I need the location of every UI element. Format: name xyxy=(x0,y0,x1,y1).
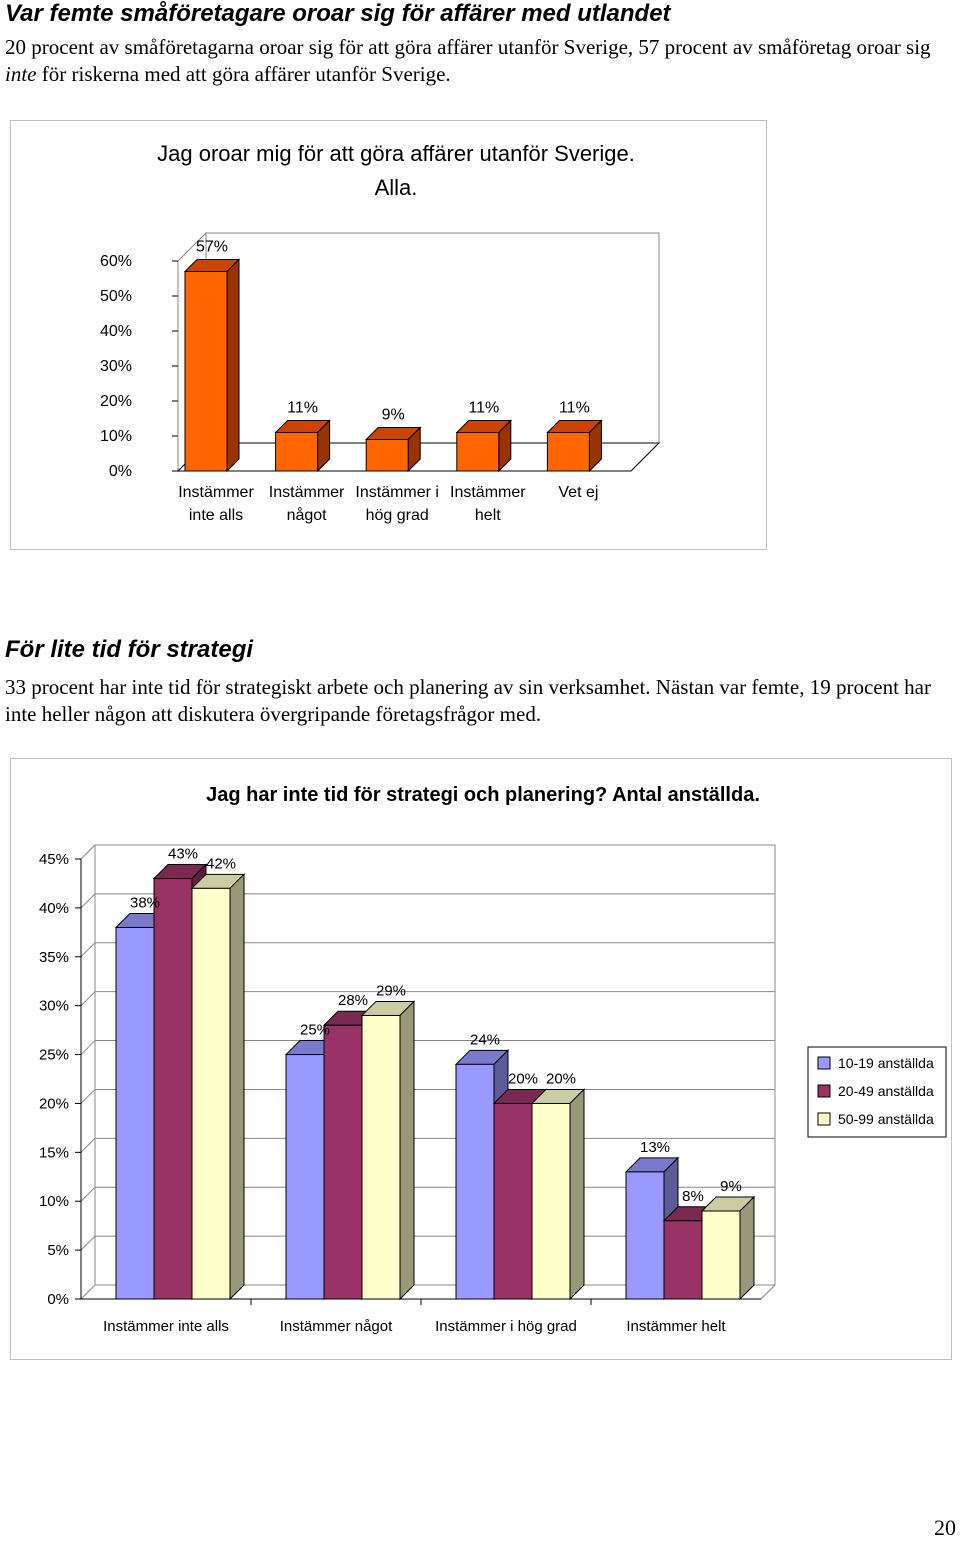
chart1-value-label: 11% xyxy=(559,400,590,417)
chart2-ytick-label: 0% xyxy=(47,1291,69,1308)
chart2-ytick-label: 15% xyxy=(39,1144,69,1161)
chart2-ytick-label: 5% xyxy=(47,1242,69,1259)
chart2-value-label: 42% xyxy=(206,855,236,872)
chart1-category-label: Vet ej xyxy=(558,484,598,501)
chart2-bar xyxy=(700,1195,756,1301)
chart1-value-label: 9% xyxy=(382,407,405,424)
section1-paragraph: 20 procent av småföretagarna oroar sig f… xyxy=(5,34,955,88)
chart1-category-label: Instämmer xyxy=(269,484,345,501)
chart2-ytick-label: 10% xyxy=(39,1193,69,1210)
chart1-bar xyxy=(183,258,241,473)
chart2-value-label: 24% xyxy=(470,1031,500,1048)
chart2: Jag har inte tid för strategi och planer… xyxy=(39,784,947,1335)
section2-heading: För lite tid för strategi xyxy=(5,636,254,663)
chart1-title-line1: Jag oroar mig för att göra affärer utanf… xyxy=(157,141,635,166)
chart2-value-label: 28% xyxy=(338,992,368,1009)
chart2-legend-box xyxy=(807,1046,947,1138)
chart1-value-label: 57% xyxy=(196,239,228,256)
page-number: 20 xyxy=(934,1515,956,1540)
chart2-legend-swatch xyxy=(817,1056,831,1070)
chart1-category-label: något xyxy=(287,506,328,524)
chart1-value-label: 11% xyxy=(287,400,318,417)
chart1-title-line2: Alla. xyxy=(375,175,418,200)
chart2-legend-label: 20-49 anställda xyxy=(838,1083,934,1099)
chart2-legend-swatch xyxy=(817,1112,831,1126)
chart2-value-label: 43% xyxy=(168,846,198,863)
chart2-legend-swatch xyxy=(817,1084,831,1098)
chart2-value-label: 38% xyxy=(130,894,160,911)
chart2-value-label: 20% xyxy=(508,1070,538,1087)
chart1-ytick-label: 60% xyxy=(100,253,132,270)
chart1-value-label: 11% xyxy=(468,400,499,417)
chart1-bar xyxy=(364,426,422,473)
chart2-category-label: Instämmer något xyxy=(280,1318,393,1335)
chart2-value-label: 20% xyxy=(546,1070,576,1087)
chart2-ytick-label: 30% xyxy=(39,998,69,1015)
chart1-frame: Jag oroar mig för att göra affärer utanf… xyxy=(10,120,767,550)
chart2-ytick-label: 45% xyxy=(39,851,69,868)
chart1-category-label: helt xyxy=(475,507,501,524)
chart2-bar xyxy=(190,873,246,1301)
chart1-ytick-label: 30% xyxy=(100,358,132,375)
chart1-ytick-label: 0% xyxy=(109,463,132,480)
chart2-ytick-label: 25% xyxy=(39,1047,69,1064)
chart1-category-label: Instämmer xyxy=(178,484,254,501)
chart2-ytick-label: 35% xyxy=(39,949,69,966)
chart2-category-label: Instämmer inte alls xyxy=(103,1318,229,1335)
chart2-value-label: 29% xyxy=(376,982,406,999)
chart1-category-label: Instämmer xyxy=(450,484,526,501)
chart2-value-label: 25% xyxy=(300,1022,330,1039)
chart1-ytick-label: 10% xyxy=(100,428,132,445)
chart2-frame: Jag har inte tid för strategi och planer… xyxy=(10,758,952,1360)
chart2-bar xyxy=(360,1000,416,1301)
chart2-title: Jag har inte tid för strategi och planer… xyxy=(206,784,760,806)
chart2-value-label: 13% xyxy=(640,1139,670,1156)
section1-paragraph-part2: för riskerna med att göra affärer utanfö… xyxy=(36,62,451,86)
chart2-legend-label: 50-99 anställda xyxy=(838,1111,934,1127)
chart2-legend-label: 10-19 anställda xyxy=(838,1055,934,1071)
section1-paragraph-emphasis: inte xyxy=(5,62,37,86)
chart1-bar xyxy=(274,419,331,473)
chart2-value-label: 9% xyxy=(720,1178,742,1195)
chart2-category-label: Instämmer i hög grad xyxy=(435,1318,577,1335)
section2-paragraph: 33 procent har inte tid för strategiskt … xyxy=(5,675,931,726)
chart1-category-label: inte alls xyxy=(189,507,243,524)
chart1-bar xyxy=(455,419,513,473)
chart1: Jag oroar mig för att göra affärer utanf… xyxy=(100,141,661,524)
chart1-category-label: hög grad xyxy=(366,507,429,524)
chart1-ytick-label: 50% xyxy=(100,288,132,305)
chart2-bar xyxy=(530,1088,586,1301)
chart1-category-label: Instämmer i xyxy=(355,484,439,501)
chart2-value-label: 8% xyxy=(682,1188,704,1205)
chart1-bar xyxy=(546,419,603,473)
chart2-ytick-label: 40% xyxy=(39,900,69,917)
chart1-ytick-label: 20% xyxy=(100,393,132,410)
section1-paragraph-part1: 20 procent av småföretagarna oroar sig f… xyxy=(5,35,931,59)
section1-heading: Var femte småföretagare oroar sig för af… xyxy=(5,0,671,27)
chart2-category-label: Instämmer helt xyxy=(626,1318,726,1335)
chart2-ytick-label: 20% xyxy=(39,1095,69,1112)
chart1-ytick-label: 40% xyxy=(100,323,132,340)
